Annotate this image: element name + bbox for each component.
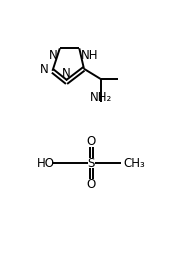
- Text: CH₃: CH₃: [124, 156, 145, 169]
- Text: S: S: [88, 156, 95, 169]
- Text: NH₂: NH₂: [90, 91, 112, 104]
- Text: N: N: [62, 67, 71, 80]
- Text: O: O: [87, 135, 96, 148]
- Text: N: N: [40, 63, 49, 76]
- Text: O: O: [87, 178, 96, 191]
- Text: N: N: [49, 49, 58, 62]
- Text: HO: HO: [37, 156, 55, 169]
- Text: NH: NH: [81, 49, 99, 62]
